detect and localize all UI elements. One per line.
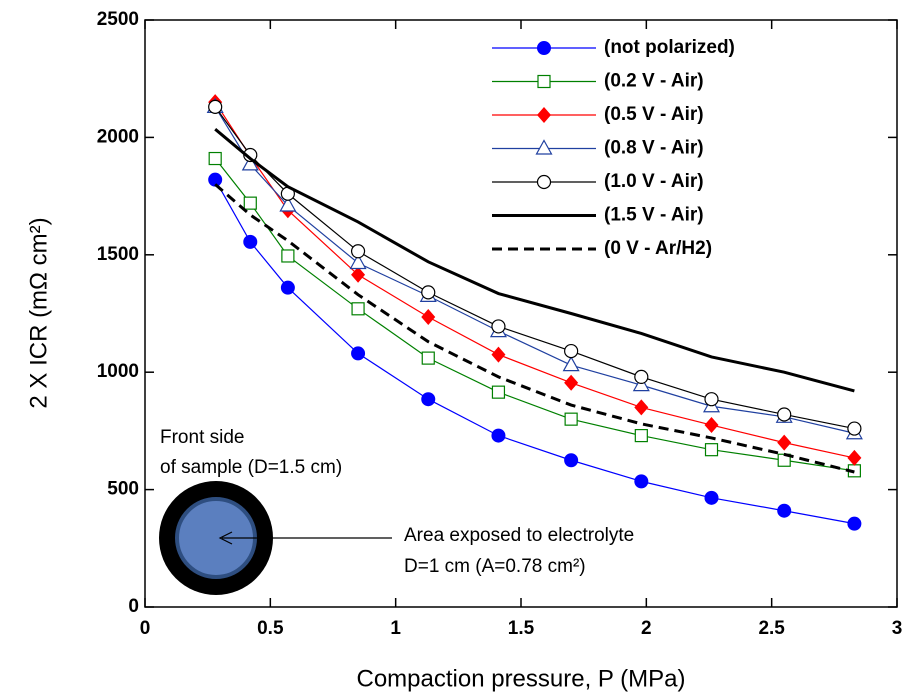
- marker: [491, 319, 506, 334]
- x-axis-label: Compaction pressure, P (MPa): [356, 665, 685, 692]
- series-line: [214, 128, 855, 393]
- marker: [564, 374, 579, 391]
- marker: [634, 369, 649, 384]
- marker: [564, 412, 578, 426]
- x-tick-label: 2: [641, 618, 652, 639]
- marker: [491, 346, 506, 363]
- marker: [777, 407, 792, 422]
- marker: [634, 399, 649, 416]
- y-tick-label: 1000: [97, 361, 139, 382]
- marker: [535, 139, 553, 155]
- marker: [537, 41, 551, 55]
- marker: [208, 151, 222, 166]
- x-tick-label: 0: [140, 618, 151, 639]
- marker: [704, 490, 719, 505]
- series-line: [214, 183, 855, 474]
- marker: [243, 234, 258, 249]
- series-line: [214, 106, 855, 430]
- legend-label: (not polarized): [604, 37, 735, 58]
- y-tick-label: 2500: [97, 9, 139, 30]
- marker: [847, 516, 862, 531]
- x-tick-label: 1: [390, 618, 401, 639]
- marker: [634, 428, 648, 443]
- legend-label: (1.0 V - Air): [604, 171, 704, 192]
- series-line: [214, 106, 855, 434]
- y-tick-label: 2000: [97, 126, 139, 147]
- marker: [777, 434, 792, 451]
- marker: [847, 421, 862, 436]
- y-tick-label: 1500: [97, 244, 139, 265]
- marker: [349, 253, 367, 270]
- marker: [777, 503, 792, 518]
- x-tick-label: 1.5: [508, 618, 535, 639]
- marker: [704, 443, 719, 457]
- marker: [208, 172, 223, 187]
- series-line: [214, 101, 855, 459]
- marker: [351, 346, 366, 361]
- marker: [350, 244, 366, 259]
- marker: [704, 392, 719, 407]
- marker: [536, 174, 552, 190]
- marker: [634, 474, 649, 489]
- marker: [491, 385, 506, 399]
- marker: [564, 453, 579, 468]
- marker: [491, 428, 506, 443]
- y-axis-label: 2 X ICR (mΩ cm²): [25, 217, 52, 408]
- marker: [537, 107, 551, 123]
- legend-label: (0.8 V - Air): [604, 138, 704, 159]
- x-tick-label: 3: [892, 618, 903, 639]
- marker: [421, 351, 435, 365]
- marker: [421, 285, 436, 300]
- marker: [704, 417, 719, 434]
- marker: [421, 392, 436, 407]
- annotation: Front side: [160, 427, 244, 448]
- y-tick-label: 0: [128, 596, 139, 617]
- marker: [280, 280, 295, 295]
- marker: [351, 266, 366, 283]
- legend-label: (1.5 V - Air): [604, 205, 704, 226]
- arrow-head: [218, 531, 233, 545]
- marker: [421, 309, 436, 326]
- annotation: of sample (D=1.5 cm): [160, 457, 342, 478]
- marker: [562, 355, 580, 372]
- legend-label: (0.2 V - Air): [604, 71, 704, 92]
- y-tick-label: 500: [107, 479, 139, 500]
- marker: [847, 449, 862, 466]
- marker: [537, 74, 551, 89]
- marker: [279, 196, 297, 212]
- annotation: Area exposed to electrolyte: [404, 525, 634, 546]
- annotation: D=1 cm (A=0.78 cm²): [404, 556, 586, 577]
- marker: [208, 99, 223, 114]
- x-tick-label: 2.5: [758, 618, 785, 639]
- marker: [243, 196, 257, 210]
- legend-label: (0 V - Ar/H2): [604, 238, 712, 259]
- x-tick-label: 0.5: [257, 618, 284, 639]
- legend-label: (0.5 V - Air): [604, 104, 704, 125]
- marker: [281, 249, 295, 263]
- marker: [564, 343, 579, 359]
- marker: [351, 302, 365, 316]
- series-line: [214, 158, 855, 472]
